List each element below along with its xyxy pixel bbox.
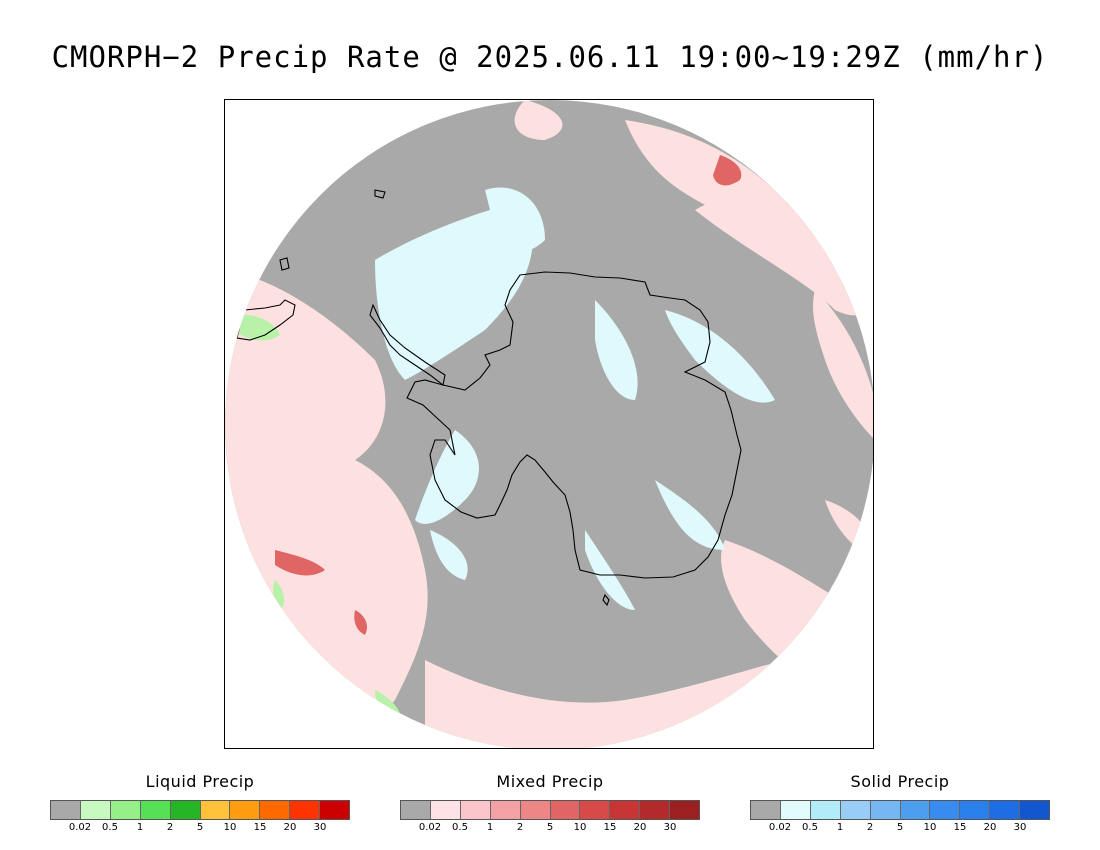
colorbar-tick-label: 1 [836,822,844,833]
colorbar-tick-label: 20 [283,822,297,833]
legend-solid-precip: Solid Precip 0.02 0.5 1 2 5 10 15 20 30 [750,772,1050,834]
colorbar-tick-label: 10 [573,822,587,833]
colorbar-tick-label: 1 [486,822,494,833]
legend-title: Solid Precip [850,772,950,791]
colorbar-swatch [810,801,841,819]
colorbar-swatch [170,801,201,819]
colorbar-swatch [260,801,291,819]
south-america-tip-outline [236,299,296,341]
colorbar-tick-label: 20 [633,822,647,833]
colorbar [50,800,350,820]
legend-liquid-precip: Liquid Precip 0.02 0.5 1 2 5 10 15 20 30 [50,772,350,834]
colorbar-tick-label: 0.5 [802,822,818,833]
colorbar-tick-label: 0.02 [68,822,92,833]
map-disk [225,100,873,748]
precip-map [224,99,874,749]
colorbar-tick-label: 5 [546,822,554,833]
colorbar-tick-label: 15 [603,822,617,833]
colorbar-swatch [900,801,931,819]
colorbar-swatch [490,801,521,819]
island-outline [374,189,386,199]
colorbar-swatch [930,801,961,819]
colorbar-tick-label: 2 [166,822,174,833]
colorbar-swatch [610,801,641,819]
colorbar-tick-label: 10 [223,822,237,833]
colorbar-swatch [290,801,321,819]
polar-map-svg [225,100,873,748]
colorbar-swatch [200,801,231,819]
colorbar-swatch [80,801,111,819]
colorbar [400,800,700,820]
colorbar-swatch [140,801,171,819]
colorbar-tick-label: 30 [313,822,327,833]
colorbar-swatch [430,801,461,819]
colorbar-swatch [960,801,991,819]
colorbar-tick-label: 30 [663,822,677,833]
colorbar-ticks: 0.02 0.5 1 2 5 10 15 20 30 [750,820,1050,834]
island-outline [602,593,610,607]
colorbar-swatch [990,801,1021,819]
colorbar-swatch [230,801,261,819]
colorbar-swatch [1020,801,1050,819]
legend-title: Liquid Precip [145,772,255,791]
legend-mixed-precip: Mixed Precip 0.02 0.5 1 2 5 10 15 20 30 [400,772,700,834]
colorbar-swatch [401,801,431,819]
colorbar-tick-label: 20 [983,822,997,833]
colorbar-swatch [780,801,811,819]
colorbar-tick-label: 0.5 [452,822,468,833]
colorbar-tick-label: 5 [896,822,904,833]
island-outline [279,257,290,271]
colorbar-swatch [110,801,141,819]
colorbar-tick-label: 5 [196,822,204,833]
colorbar [750,800,1050,820]
colorbar-swatch [840,801,871,819]
colorbar-tick-label: 15 [953,822,967,833]
colorbar-swatch [460,801,491,819]
colorbar-tick-label: 10 [923,822,937,833]
colorbar-swatch [580,801,611,819]
colorbar-swatch [550,801,581,819]
colorbar-tick-label: 15 [253,822,267,833]
colorbar-swatch [670,801,700,819]
colorbar-swatch [870,801,901,819]
solid-precip-areas [375,187,775,610]
colorbar-swatch [320,801,350,819]
colorbar-tick-label: 2 [866,822,874,833]
colorbar-tick-label: 0.5 [102,822,118,833]
colorbar-swatch [640,801,671,819]
colorbar-tick-label: 30 [1013,822,1027,833]
colorbar-swatch [51,801,81,819]
colorbar-tick-label: 2 [516,822,524,833]
antarctic-peninsula-outline [369,303,446,386]
legend-title: Mixed Precip [496,772,604,791]
mixed-precip-moderate [275,155,742,635]
colorbar-tick-label: 1 [136,822,144,833]
colorbar-ticks: 0.02 0.5 1 2 5 10 15 20 30 [50,820,350,834]
colorbar-swatch [751,801,781,819]
antarctica-coastline [406,271,742,579]
map-title: CMORPH−2 Precip Rate @ 2025.06.11 19:00~… [51,40,1049,74]
colorbar-tick-label: 0.02 [418,822,442,833]
colorbar-ticks: 0.02 0.5 1 2 5 10 15 20 30 [400,820,700,834]
colorbar-tick-label: 0.02 [768,822,792,833]
colorbar-swatch [520,801,551,819]
